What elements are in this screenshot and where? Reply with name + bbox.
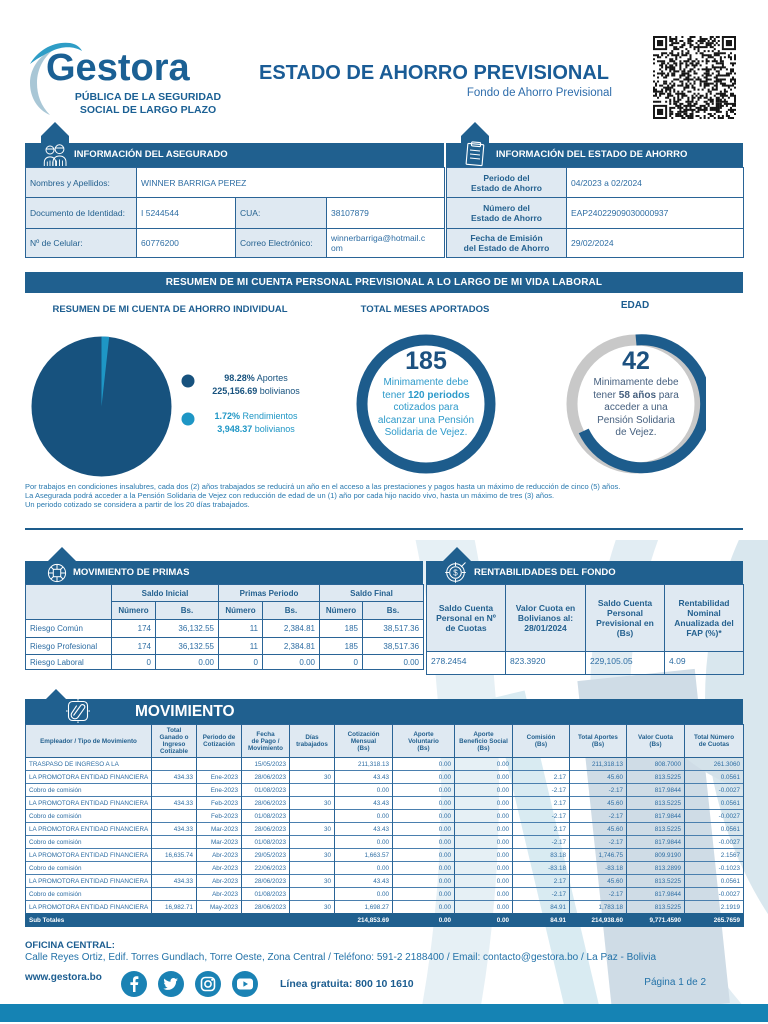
- svg-text:$: $: [453, 569, 458, 578]
